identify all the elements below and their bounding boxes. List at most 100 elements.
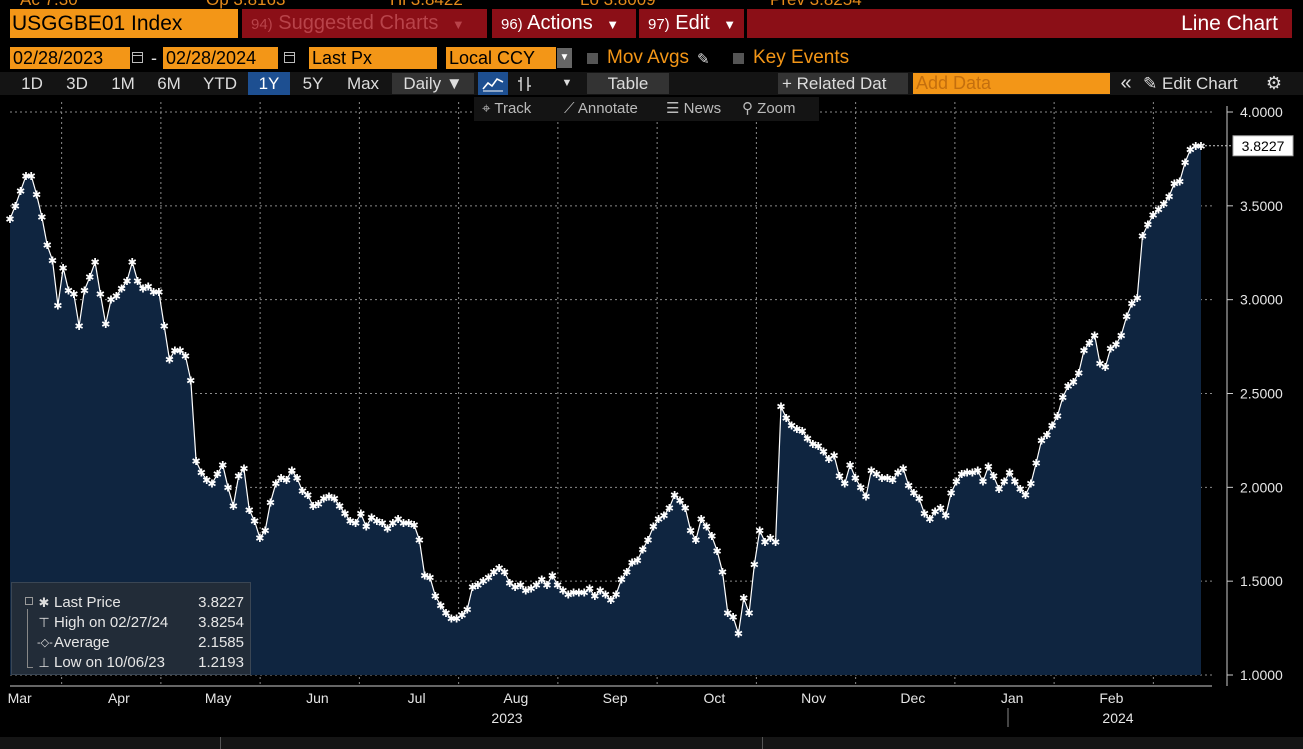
price-marker: ✱ xyxy=(255,532,264,545)
period-ytd[interactable]: YTD xyxy=(203,74,237,93)
price-marker: ✱ xyxy=(803,433,812,446)
legend-value: 1.2193 xyxy=(198,654,244,671)
zoom-tool[interactable]: ⚲ Zoom xyxy=(742,97,796,121)
key-events-label[interactable]: Key Events xyxy=(753,47,850,68)
period-1y[interactable]: 1Y xyxy=(248,72,290,95)
price-marker: ✱ xyxy=(394,513,403,526)
mov-avgs-checkbox[interactable] xyxy=(587,53,598,64)
price-marker: ✱ xyxy=(170,344,179,357)
mov-avgs-label[interactable]: Mov Avgs xyxy=(607,47,690,68)
period-6m[interactable]: 6M xyxy=(157,74,181,93)
legend-collapse-icon[interactable] xyxy=(25,597,33,605)
news-icon: ☰ xyxy=(666,100,684,117)
y-tick-label: 3.0000 xyxy=(1240,292,1283,308)
price-marker: ✱ xyxy=(792,423,801,436)
summary-item: Hi 3.8422 xyxy=(390,0,463,9)
frequency-select[interactable]: Daily ▼ xyxy=(392,73,474,94)
price-marker: ✱ xyxy=(90,256,99,269)
month-label: Dec xyxy=(900,690,925,706)
actions-button[interactable]: 96) Actions ▼ xyxy=(492,9,636,38)
price-marker: ✱ xyxy=(176,344,185,357)
price-marker: ✱ xyxy=(654,513,663,526)
pencil-icon[interactable]: ✎ xyxy=(697,51,710,68)
price-marker: ✱ xyxy=(64,284,73,297)
currency-dropdown-icon[interactable]: ▼ xyxy=(557,48,572,68)
gear-icon[interactable]: ⚙ xyxy=(1265,73,1283,93)
related-data-button[interactable]: + Related Dat xyxy=(778,73,908,94)
price-line xyxy=(9,145,1201,634)
price-marker: ✱ xyxy=(782,412,791,425)
price-marker: ✱ xyxy=(856,481,865,494)
month-label: Oct xyxy=(703,690,725,706)
month-label: Jan xyxy=(1001,690,1024,706)
calendar-icon[interactable] xyxy=(284,52,295,63)
price-marker: ✱ xyxy=(1085,337,1094,350)
price-marker: ✱ xyxy=(904,479,913,492)
y-tick-label: 2.0000 xyxy=(1240,479,1283,495)
y-tick-label: 1.0000 xyxy=(1240,667,1283,683)
price-marker: ✱ xyxy=(27,170,36,183)
chart-legend[interactable]: ✱ Last Price 3.8227 ⊤ High on 02/27/24 3… xyxy=(11,582,251,675)
price-marker: ✱ xyxy=(441,607,450,620)
price-marker: ✱ xyxy=(479,575,488,588)
last-price-label: 3.8227 xyxy=(1201,135,1294,157)
price-marker: ✱ xyxy=(261,524,270,537)
period-1m[interactable]: 1M xyxy=(111,74,135,93)
currency-select[interactable]: Local CCY xyxy=(446,47,556,69)
add-data-input[interactable]: Add Data xyxy=(913,73,1110,94)
key-events-checkbox[interactable] xyxy=(733,53,744,64)
price-marker: ✱ xyxy=(436,600,445,613)
annotate-tool[interactable]: ⟋ Annotate xyxy=(564,97,638,121)
price-marker: ✱ xyxy=(845,459,854,472)
price-marker: ✱ xyxy=(580,586,589,599)
edit-chart-button[interactable]: ✎ Edit Chart xyxy=(1143,72,1255,95)
price-area-fill xyxy=(10,145,1201,676)
calendar-icon[interactable] xyxy=(132,52,143,63)
period-1d[interactable]: 1D xyxy=(21,74,43,93)
collapse-icon[interactable]: « xyxy=(1120,72,1132,94)
chart-type-title: Line Chart xyxy=(747,9,1292,38)
track-tool[interactable]: ⌖ Track xyxy=(482,97,531,121)
price-marker: ✱ xyxy=(388,517,397,530)
end-date-field[interactable]: 02/28/2024 xyxy=(163,47,278,69)
price-marker: ✱ xyxy=(207,478,216,491)
legend-label: Low on 10/06/23 xyxy=(54,654,165,671)
candlestick-icon[interactable] xyxy=(510,72,540,95)
period-5y[interactable]: 5Y xyxy=(302,74,324,93)
suggested-charts-button[interactable]: 94) Suggested Charts ▼ xyxy=(242,9,487,38)
price-marker: ✱ xyxy=(681,502,690,515)
month-label: Sep xyxy=(603,690,628,706)
price-marker: ✱ xyxy=(776,401,785,414)
price-marker: ✱ xyxy=(383,523,392,536)
start-date-field[interactable]: 02/28/2023 xyxy=(10,47,130,69)
price-marker: ✱ xyxy=(1101,361,1110,374)
month-label: Jun xyxy=(306,690,329,706)
ticker-field[interactable]: USGGBE01 Index xyxy=(10,9,238,38)
price-marker: ✱ xyxy=(867,464,876,477)
price-marker: ✱ xyxy=(638,543,647,556)
chart-style-dropdown-icon[interactable]: ▼ xyxy=(561,77,573,89)
price-marker: ✱ xyxy=(351,517,360,530)
price-marker: ✱ xyxy=(32,189,41,202)
price-marker: ✱ xyxy=(750,558,759,571)
y-tick-label: 1.5000 xyxy=(1240,573,1283,589)
price-marker: ✱ xyxy=(511,581,520,594)
edit-chart-label: Edit Chart xyxy=(1161,74,1238,93)
price-marker: ✱ xyxy=(234,470,243,483)
table-button[interactable]: Table xyxy=(587,73,669,94)
price-marker: ✱ xyxy=(1021,489,1030,502)
price-marker: ✱ xyxy=(909,487,918,500)
edit-button[interactable]: 97) Edit ▼ xyxy=(639,9,744,38)
price-marker: ✱ xyxy=(463,603,472,616)
summary-item: Ac 7.30 xyxy=(20,0,78,9)
legend-row-low: ⊥ Low on 10/06/23 1.2193 xyxy=(12,653,252,673)
price-marker: ✱ xyxy=(574,586,583,599)
period-max[interactable]: Max xyxy=(346,74,380,93)
price-marker: ✱ xyxy=(718,566,727,579)
period-3d[interactable]: 3D xyxy=(66,74,88,93)
price-marker: ✱ xyxy=(1048,419,1057,432)
field-select[interactable]: Last Px xyxy=(309,47,437,69)
news-tool[interactable]: ☰ News xyxy=(666,97,721,121)
line-chart-icon[interactable] xyxy=(478,72,508,95)
line-chart[interactable]: ✱✱✱✱✱✱✱✱✱✱✱✱✱✱✱✱✱✱✱✱✱✱✱✱✱✱✱✱✱✱✱✱✱✱✱✱✱✱✱✱… xyxy=(0,96,1303,734)
